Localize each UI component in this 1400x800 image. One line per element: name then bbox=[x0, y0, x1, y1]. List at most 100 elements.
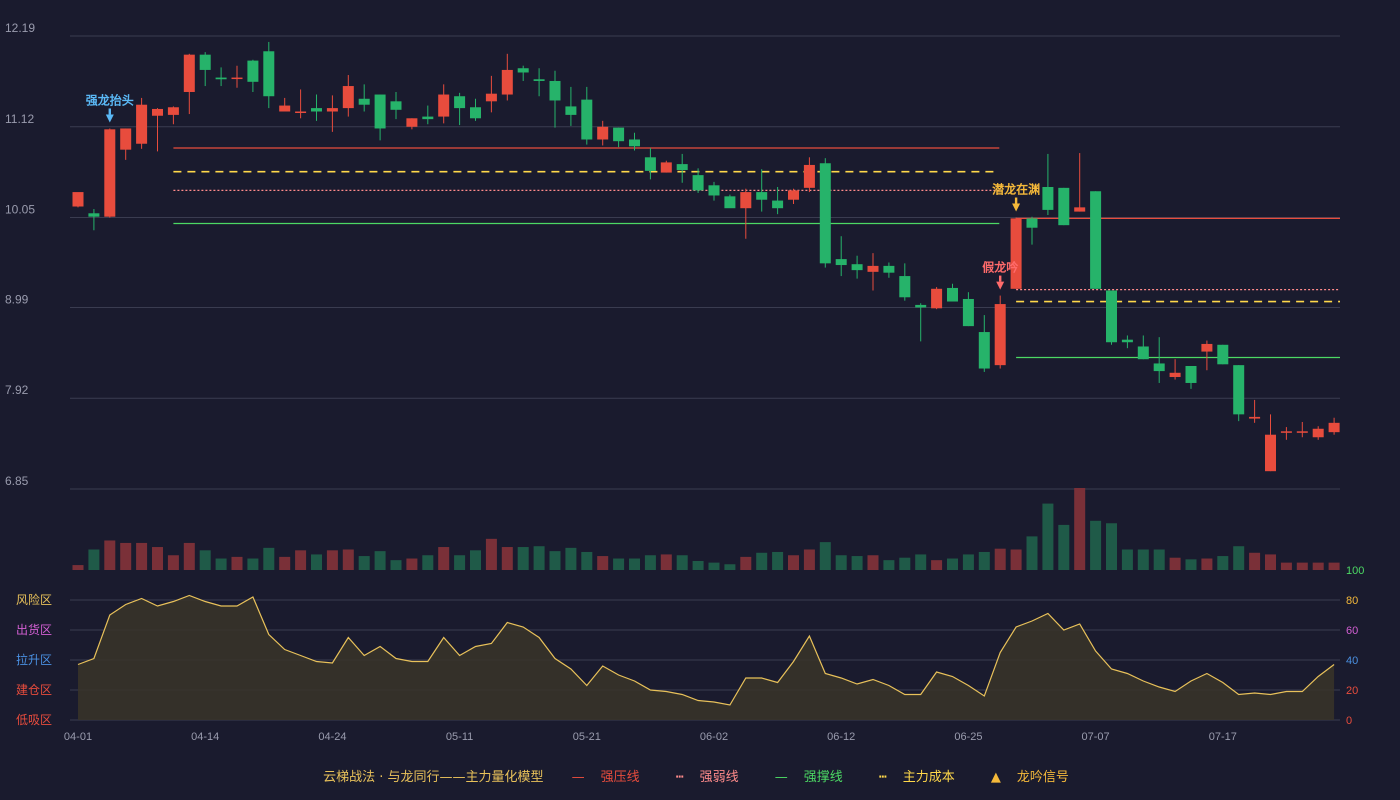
candle-body bbox=[263, 51, 275, 97]
candle-body bbox=[1058, 187, 1070, 226]
price-tick-label: 12.19 bbox=[5, 21, 35, 35]
volume-bar bbox=[581, 551, 593, 570]
volume-bar bbox=[104, 540, 116, 570]
x-tick-label: 04-24 bbox=[318, 731, 346, 743]
legend-pressure[interactable]: — 强压线 bbox=[571, 770, 640, 785]
zone-label: 低吸区 bbox=[16, 713, 52, 727]
volume-bar bbox=[899, 557, 911, 570]
candle-body bbox=[994, 304, 1006, 366]
signal-arrow-stem bbox=[1014, 197, 1018, 204]
volume-bar bbox=[1106, 523, 1117, 570]
volume-bar bbox=[1010, 549, 1022, 570]
volume-bar bbox=[565, 547, 577, 570]
legend-cost[interactable]: ┅ 主力成本 bbox=[878, 770, 955, 785]
volume-bar bbox=[152, 547, 163, 570]
candle-body bbox=[485, 93, 497, 102]
candle-body bbox=[803, 164, 815, 188]
candle-body bbox=[1249, 416, 1261, 419]
volume-bar bbox=[1185, 559, 1197, 570]
candle-body bbox=[215, 77, 227, 80]
indicator-tick-label: 60 bbox=[1346, 625, 1358, 637]
volume-bar bbox=[835, 555, 847, 570]
zone-label: 风险区 bbox=[16, 592, 52, 607]
candle-body bbox=[867, 265, 879, 272]
indicator-line bbox=[77, 594, 1335, 706]
volume-bar bbox=[803, 549, 815, 570]
candle-body bbox=[1280, 431, 1292, 433]
candle-body bbox=[1265, 434, 1276, 472]
volume-bar bbox=[613, 558, 625, 570]
volume-bar bbox=[708, 562, 720, 570]
candle-body bbox=[565, 106, 577, 115]
volume-bar bbox=[1042, 503, 1054, 570]
legend-support[interactable]: — 强撑线 bbox=[774, 770, 843, 785]
legend-weak[interactable]: ┅ 强弱线 bbox=[675, 770, 739, 785]
indicator-tick-label: 40 bbox=[1346, 655, 1358, 667]
volume-bar bbox=[501, 547, 513, 570]
candle-body bbox=[947, 287, 958, 302]
candle-body bbox=[1026, 218, 1038, 228]
volume-bar bbox=[978, 551, 990, 570]
candle-body bbox=[931, 288, 943, 309]
signal-arrow bbox=[105, 114, 114, 123]
candle-body bbox=[390, 101, 402, 110]
candle-body bbox=[756, 192, 768, 200]
candle-body bbox=[1042, 187, 1054, 210]
candle-body bbox=[772, 200, 784, 209]
zone-label: 拉升区 bbox=[16, 652, 52, 667]
candle-body bbox=[835, 259, 847, 266]
volume-bar bbox=[915, 554, 927, 570]
price-tick-label: 8.99 bbox=[5, 292, 29, 306]
candle-body bbox=[613, 127, 625, 142]
volume-bar bbox=[326, 550, 338, 570]
volume-bar bbox=[72, 565, 84, 570]
candle-body bbox=[692, 175, 704, 191]
candle-body bbox=[1169, 372, 1181, 378]
volume-bar bbox=[231, 556, 243, 570]
volume-bar bbox=[183, 542, 195, 570]
volume-bar bbox=[390, 560, 402, 570]
candle-body bbox=[1312, 428, 1324, 438]
candle-body bbox=[1328, 422, 1340, 433]
candle-body bbox=[1217, 344, 1229, 365]
candle-body bbox=[724, 196, 736, 209]
volume-bar bbox=[597, 556, 609, 570]
candle-body bbox=[470, 107, 481, 119]
candle-body bbox=[88, 213, 100, 217]
volume-bar bbox=[470, 550, 481, 570]
volume-bar bbox=[1121, 549, 1133, 570]
candle-body bbox=[1153, 363, 1165, 372]
volume-bar bbox=[676, 555, 688, 570]
volume-bar bbox=[517, 547, 529, 570]
candle-body bbox=[406, 118, 418, 127]
volume-bar bbox=[692, 560, 704, 570]
candle-body bbox=[1090, 191, 1102, 289]
candle-body bbox=[279, 105, 291, 112]
candle-body bbox=[295, 111, 307, 113]
legend: 云梯战法 · 与龙同行——主力量化模型 — 强压线 ┅ 强弱线 — 强撑线 ┅ 主力成本… bbox=[0, 766, 1400, 785]
price-tick-label: 7.92 bbox=[5, 383, 29, 397]
candle-body bbox=[819, 163, 831, 264]
volume-bar bbox=[533, 546, 545, 570]
candle-body bbox=[597, 126, 609, 140]
signal-label: 潜龙在渊 bbox=[992, 182, 1040, 197]
volume-bar bbox=[1280, 562, 1292, 570]
volume-bar bbox=[629, 558, 640, 570]
x-tick-label: 05-21 bbox=[573, 731, 601, 743]
candle-body bbox=[326, 108, 338, 112]
signal-label: 强龙抬头 bbox=[86, 92, 134, 107]
indicator-area bbox=[78, 595, 1335, 720]
candle-body bbox=[533, 79, 545, 81]
candle-body bbox=[1185, 365, 1197, 383]
x-tick-label: 06-25 bbox=[954, 731, 982, 743]
x-tick-label: 07-17 bbox=[1209, 731, 1237, 743]
volume-bar bbox=[215, 558, 227, 570]
volume-bar bbox=[1233, 546, 1245, 570]
volume-bar bbox=[772, 551, 784, 570]
volume-bar bbox=[167, 555, 179, 570]
legend-signal[interactable]: ▲ 龙吟信号 bbox=[990, 770, 1069, 785]
volume-bar bbox=[1090, 520, 1102, 570]
x-tick-label: 04-01 bbox=[64, 731, 92, 743]
signal-arrow bbox=[1012, 203, 1021, 212]
indicator-tick-label: 0 bbox=[1346, 715, 1352, 727]
